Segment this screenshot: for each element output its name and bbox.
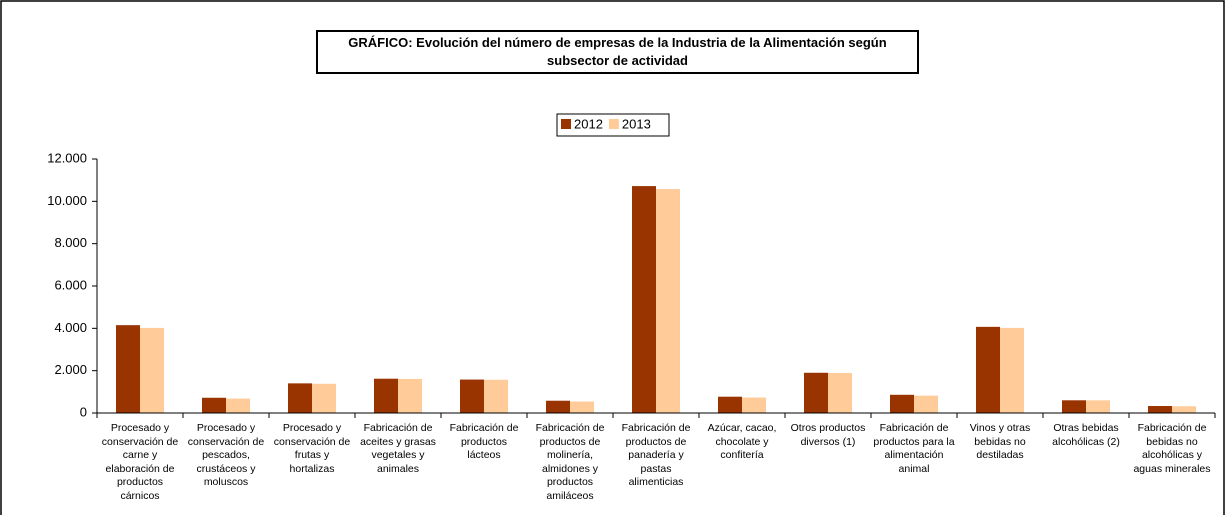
bar xyxy=(718,396,742,413)
x-tick-label: Procesado y conservación de carne y elab… xyxy=(101,422,179,502)
bar xyxy=(312,383,336,413)
bar xyxy=(890,394,914,413)
x-tick-label: Otras bebidas alcohólicas (2) xyxy=(1052,422,1120,448)
x-tick-label: Procesado y conservación de frutas y hor… xyxy=(273,422,351,475)
chart-title: GRÁFICO: Evolución del número de empresa… xyxy=(316,30,919,74)
bar xyxy=(140,327,164,413)
bar xyxy=(288,383,312,413)
x-tick-label: Procesado y conservación de pescados, cr… xyxy=(187,422,265,488)
legend-label: 2013 xyxy=(622,116,651,131)
bar xyxy=(460,379,484,413)
bar xyxy=(976,326,1000,413)
y-tick-label: 10.000 xyxy=(47,193,87,208)
bar xyxy=(742,397,766,413)
x-tick-label: Fabricación de aceites y grasas vegetale… xyxy=(360,422,436,475)
y-tick-label: 6.000 xyxy=(54,277,87,292)
bar xyxy=(1148,406,1172,413)
x-tick-label: Fabricación de productos para la aliment… xyxy=(873,422,955,475)
bar xyxy=(914,395,938,413)
bar xyxy=(226,398,250,413)
legend-swatch xyxy=(561,119,571,129)
bar xyxy=(1086,400,1110,413)
legend-swatch xyxy=(608,119,619,129)
bar xyxy=(632,186,656,413)
x-tick-label: Fabricación de productos de panadería y … xyxy=(621,422,691,488)
bar xyxy=(398,378,422,413)
legend-label: 2012 xyxy=(574,116,603,131)
x-tick-label: Vinos y otras bebidas no destiladas xyxy=(969,422,1031,461)
bar xyxy=(374,378,398,413)
x-tick-label: Fabricación de productos lácteos xyxy=(449,422,519,461)
bar xyxy=(1172,406,1196,413)
y-tick-label: 4.000 xyxy=(54,320,87,335)
bar xyxy=(1062,400,1086,413)
y-tick-label: 12.000 xyxy=(47,150,87,165)
bar xyxy=(202,397,226,413)
x-tick-label: Fabricación de productos de molinería, a… xyxy=(535,422,605,502)
y-tick-label: 0 xyxy=(80,404,87,419)
bar xyxy=(116,325,140,413)
x-tick-label: Fabricación de bebidas no alcohólicas y … xyxy=(1133,422,1211,475)
y-tick-label: 2.000 xyxy=(54,362,87,377)
x-tick-label: Azúcar, cacao, chocolate y confitería xyxy=(707,422,777,461)
bar xyxy=(1000,327,1024,413)
x-tick-label: Otros productos diversos (1) xyxy=(790,422,866,448)
bar xyxy=(656,189,680,413)
bar xyxy=(804,372,828,413)
bar xyxy=(484,379,508,413)
bar xyxy=(570,401,594,413)
bar xyxy=(828,372,852,413)
bar xyxy=(546,400,570,413)
y-tick-label: 8.000 xyxy=(54,235,87,250)
